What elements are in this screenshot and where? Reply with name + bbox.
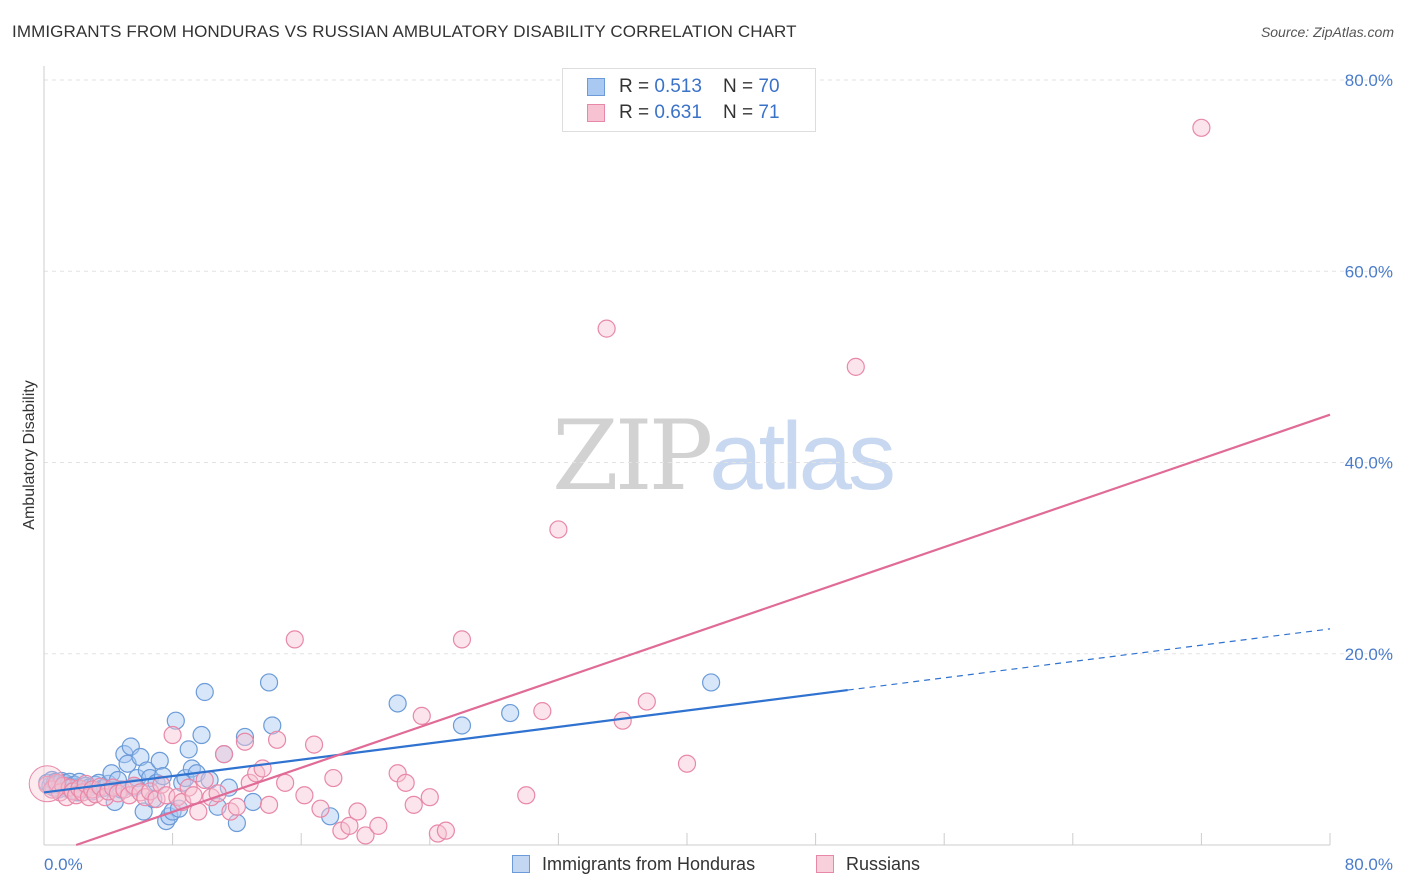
legend-r-label: R = bbox=[619, 102, 655, 123]
data-point bbox=[157, 786, 176, 805]
data-point bbox=[420, 788, 439, 807]
trend-line-honduras bbox=[43, 688, 848, 794]
legend-row-honduras: R = 0.513 N = 70 bbox=[587, 75, 780, 99]
data-point bbox=[227, 813, 246, 833]
watermark: ZIPatlas bbox=[552, 400, 896, 512]
data-point bbox=[259, 673, 279, 692]
legend-swatch-honduras-bottom bbox=[512, 855, 530, 873]
data-point bbox=[227, 797, 246, 816]
source-label: Source: ZipAtlas.com bbox=[1260, 24, 1394, 40]
data-point bbox=[1192, 118, 1211, 137]
data-point bbox=[452, 716, 472, 735]
data-point bbox=[195, 682, 214, 702]
data-point bbox=[846, 357, 865, 376]
data-point bbox=[263, 716, 282, 735]
data-point bbox=[356, 826, 375, 845]
trend-line-honduras-projection bbox=[847, 628, 1331, 691]
legend-row-russians: R = 0.631 N = 71 bbox=[587, 101, 785, 125]
data-point bbox=[259, 795, 279, 814]
data-point bbox=[702, 673, 721, 692]
data-point bbox=[597, 319, 616, 338]
data-point bbox=[311, 799, 330, 818]
data-point bbox=[150, 751, 169, 770]
data-point bbox=[637, 692, 656, 711]
series-russians bbox=[28, 118, 1211, 845]
data-point bbox=[436, 821, 455, 840]
data-point bbox=[235, 727, 255, 747]
data-point bbox=[253, 759, 272, 778]
data-point bbox=[102, 764, 121, 783]
data-point bbox=[348, 802, 367, 821]
y-tick-label: 20.0% bbox=[1345, 645, 1393, 664]
data-point bbox=[613, 711, 632, 730]
data-point bbox=[184, 786, 203, 805]
data-point bbox=[136, 788, 155, 807]
data-point bbox=[324, 768, 343, 788]
data-point bbox=[369, 816, 388, 835]
data-point bbox=[285, 630, 304, 649]
data-point bbox=[214, 745, 234, 764]
data-point bbox=[396, 773, 415, 792]
chart-title: IMMIGRANTS FROM HONDURAS VS RUSSIAN AMBU… bbox=[12, 22, 797, 41]
data-point bbox=[235, 732, 255, 751]
data-point bbox=[404, 795, 423, 814]
legend-swatch-honduras bbox=[587, 78, 605, 96]
y-axis-title: Ambulatory Disability bbox=[21, 380, 38, 529]
data-point bbox=[163, 725, 182, 745]
y-tick-label: 60.0% bbox=[1345, 262, 1393, 281]
y-tick-label: 40.0% bbox=[1345, 454, 1393, 473]
data-point bbox=[452, 630, 472, 649]
data-point bbox=[195, 770, 214, 790]
data-point bbox=[134, 802, 153, 821]
legend-n-label: N = bbox=[723, 102, 759, 123]
data-point bbox=[549, 520, 568, 539]
data-point bbox=[120, 786, 139, 805]
legend-n-value: 71 bbox=[758, 102, 780, 123]
data-point bbox=[295, 786, 314, 805]
legend-n-label: N = bbox=[723, 76, 759, 97]
tick-labels: 20.0% 40.0% 60.0% 80.0% 0.0% 80.0% bbox=[44, 71, 1393, 874]
data-point bbox=[276, 773, 295, 792]
legend-label-russians: Russians bbox=[846, 853, 921, 874]
legend-swatch-russians bbox=[587, 104, 605, 122]
data-point bbox=[192, 725, 211, 745]
data-point bbox=[677, 754, 697, 773]
axes bbox=[43, 66, 1331, 846]
data-point bbox=[517, 786, 536, 805]
series-immigrants-from-honduras bbox=[38, 673, 721, 833]
y-tick-label: 80.0% bbox=[1345, 71, 1393, 90]
x-tick-label: 80.0% bbox=[1345, 855, 1393, 874]
legend-r-value: 0.631 bbox=[654, 102, 702, 123]
data-point bbox=[388, 694, 407, 713]
data-point bbox=[267, 730, 287, 749]
trend-line-russians bbox=[75, 413, 1331, 847]
data-point bbox=[304, 735, 324, 754]
data-point bbox=[147, 789, 166, 809]
watermark-zip: ZIP bbox=[552, 400, 713, 512]
data-point bbox=[321, 807, 340, 826]
legend-n-value: 70 bbox=[758, 76, 780, 97]
data-point bbox=[340, 816, 359, 835]
trend-lines bbox=[43, 413, 1331, 847]
data-point bbox=[243, 792, 263, 812]
legend-r-value: 0.513 bbox=[654, 76, 702, 97]
legend-item-russians[interactable]: Russians bbox=[816, 852, 920, 876]
data-point bbox=[152, 775, 171, 794]
data-point bbox=[501, 703, 520, 723]
watermark-atlas: atlas bbox=[709, 403, 896, 510]
data-point bbox=[179, 740, 198, 759]
legend-r-label: R = bbox=[619, 76, 655, 97]
data-point-cluster bbox=[28, 765, 66, 803]
legend-item-honduras[interactable]: Immigrants from Honduras bbox=[512, 852, 755, 876]
x-tick-label: 0.0% bbox=[44, 855, 83, 874]
data-point bbox=[412, 706, 431, 726]
data-point bbox=[533, 702, 552, 721]
grid-lines bbox=[44, 79, 1392, 655]
legend-swatch-russians-bottom bbox=[816, 855, 834, 873]
data-point bbox=[166, 711, 185, 730]
legend-label-honduras: Immigrants from Honduras bbox=[542, 853, 756, 874]
stats-legend: R = 0.513 N = 70 R = 0.631 N = 71 bbox=[562, 68, 816, 132]
